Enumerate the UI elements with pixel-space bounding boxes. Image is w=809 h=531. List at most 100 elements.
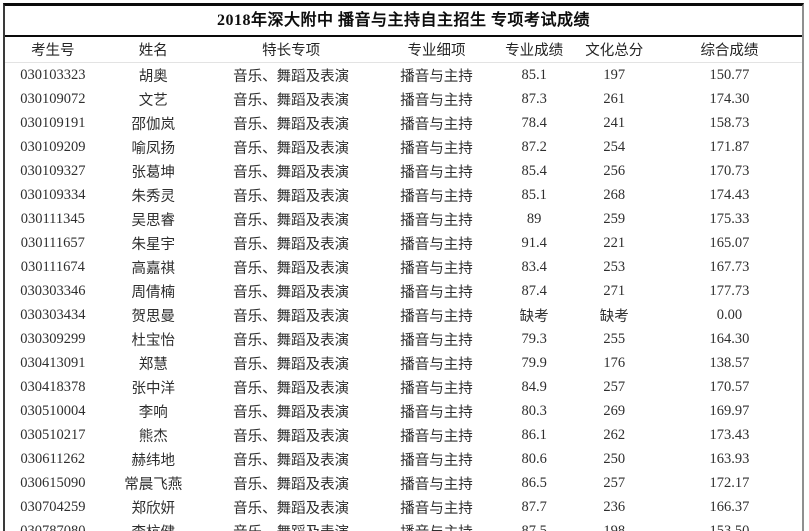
table-cell: 175.33 [709, 210, 750, 227]
table-cell: 87.2 [521, 138, 547, 155]
table-cell: 李杭健 [101, 519, 206, 531]
table-cell: 音乐、舞蹈及表演 [233, 452, 350, 469]
table-cell: 165.07 [709, 234, 750, 251]
table-cell: 169.97 [709, 402, 750, 419]
table-cell: 85.1 [521, 66, 547, 83]
table-row: 030111657 朱星宇 音乐、舞蹈及表演 播音与主持 91.4 221 165.07 [5, 231, 802, 255]
table-cell: 音乐、舞蹈及表演 [233, 92, 350, 109]
table-cell: 030109191 [20, 114, 86, 131]
table-cell: 播音与主持 [400, 212, 473, 229]
table-row: 030309299 杜宝怡 音乐、舞蹈及表演 播音与主持 79.3 255 164.30 [5, 327, 802, 351]
results-table: 考生号 姓名 特长专项 专业细项 专业成绩 文化总分 综合成绩 03010332… [5, 37, 802, 531]
table-row: 030418378 张中洋 音乐、舞蹈及表演 播音与主持 84.9 257 170.57 [5, 375, 802, 399]
table-cell: 音乐、舞蹈及表演 [233, 308, 350, 325]
table-cell: 缺考 [519, 308, 549, 325]
table-cell: 158.73 [709, 114, 750, 131]
table-row: 030109209 喻凤扬 音乐、舞蹈及表演 播音与主持 87.2 254 171.87 [5, 135, 802, 159]
table-cell: 音乐、舞蹈及表演 [233, 284, 350, 301]
column-header-professional-score: 专业成绩 [496, 37, 572, 63]
table-cell: 朱星宇 [131, 236, 175, 253]
table-cell: 79.3 [521, 330, 547, 347]
table-cell: 269 [603, 402, 626, 419]
table-cell: 朱秀灵 [131, 188, 175, 205]
table-cell: 播音与主持 [400, 356, 473, 373]
table-cell: 郑欣妍 [131, 500, 175, 517]
table-cell: 张中洋 [131, 380, 175, 397]
table-cell: 197 [603, 66, 626, 83]
table-cell: 78.4 [521, 114, 547, 131]
table-cell: 150.77 [709, 66, 750, 83]
table-cell: 音乐、舞蹈及表演 [233, 428, 350, 445]
table-cell: 杜宝怡 [131, 332, 175, 349]
table-body: 030103323 胡奥 音乐、舞蹈及表演 播音与主持 85.1 197 150.77 030… [5, 63, 802, 531]
table-cell: 254 [603, 138, 626, 155]
table-cell: 257 [603, 474, 626, 491]
table-cell: 音乐、舞蹈及表演 [233, 236, 350, 253]
table-cell: 播音与主持 [376, 519, 496, 531]
table-cell: 138.57 [709, 354, 750, 371]
table-cell: 030611262 [20, 450, 86, 467]
table-cell: 张葛坤 [131, 164, 175, 181]
page-title: 2018年深大附中 播音与主持自主招生 专项考试成绩 [5, 6, 802, 37]
table-cell: 030109327 [20, 162, 86, 179]
table-cell: 播音与主持 [400, 116, 473, 133]
table-cell: 音乐、舞蹈及表演 [233, 68, 350, 85]
table-cell: 87.4 [521, 282, 547, 299]
table-cell: 236 [603, 498, 626, 515]
table-cell: 熊杰 [138, 428, 168, 445]
table-cell: 030787080 [20, 522, 86, 531]
table-cell: 音乐、舞蹈及表演 [206, 519, 377, 531]
table-cell: 030413091 [20, 354, 86, 371]
column-header-candidate-id: 考生号 [5, 37, 101, 63]
table-cell: 259 [603, 210, 626, 227]
table-cell: 030615090 [20, 474, 86, 491]
table-cell: 030109334 [20, 186, 86, 203]
table-cell: 86.1 [521, 426, 547, 443]
table-cell: 郑慧 [138, 356, 168, 373]
table-row: 030111674 高嘉祺 音乐、舞蹈及表演 播音与主持 83.4 253 167.73 [5, 255, 802, 279]
table-cell: 85.1 [521, 186, 547, 203]
table-cell: 音乐、舞蹈及表演 [233, 116, 350, 133]
table-cell: 胡奥 [138, 68, 168, 85]
table-cell: 221 [603, 234, 626, 251]
table-cell: 赫纬地 [131, 452, 175, 469]
table-cell: 缺考 [599, 308, 629, 325]
table-cell: 79.9 [521, 354, 547, 371]
table-cell: 音乐、舞蹈及表演 [233, 140, 350, 157]
table-cell: 播音与主持 [400, 308, 473, 325]
table-cell: 音乐、舞蹈及表演 [233, 380, 350, 397]
table-cell: 030109209 [20, 138, 86, 155]
table-cell: 音乐、舞蹈及表演 [233, 260, 350, 277]
table-cell: 170.57 [709, 378, 750, 395]
table-cell: 85.4 [521, 162, 547, 179]
table-cell: 音乐、舞蹈及表演 [233, 212, 350, 229]
table-cell: 84.9 [521, 378, 547, 395]
table-cell: 173.43 [709, 426, 750, 443]
column-header-major-detail: 专业细项 [376, 37, 497, 63]
table-cell: 87.5 [521, 522, 547, 531]
table-row: 030510004 李响 音乐、舞蹈及表演 播音与主持 80.3 269 169.97 [5, 399, 802, 423]
table-cell: 030303434 [20, 306, 86, 323]
table-cell: 播音与主持 [400, 332, 473, 349]
table-cell: 邵伽岚 [131, 116, 175, 133]
table-cell: 播音与主持 [400, 380, 473, 397]
table-row: 030615090 常晨飞燕 音乐、舞蹈及表演 播音与主持 86.5 257 172.17 [5, 471, 802, 495]
table-cell: 吴思睿 [131, 212, 175, 229]
table-cell: 030303346 [20, 282, 86, 299]
table-row: 030109191 邵伽岚 音乐、舞蹈及表演 播音与主持 78.4 241 158.73 [5, 111, 802, 135]
table-row: 030303434 贺思曼 音乐、舞蹈及表演 播音与主持 缺考 缺考 0.00 [5, 303, 802, 327]
table-cell: 80.3 [521, 402, 547, 419]
table-cell: 253 [603, 258, 626, 275]
table-cell: 91.4 [521, 234, 547, 251]
table-cell: 播音与主持 [400, 452, 473, 469]
table-row: 030103323 胡奥 音乐、舞蹈及表演 播音与主持 85.1 197 150.77 [5, 63, 802, 88]
table-cell: 172.17 [709, 474, 750, 491]
table-cell: 80.6 [521, 450, 547, 467]
table-cell: 030109072 [20, 90, 86, 107]
table-cell: 030111345 [20, 210, 85, 227]
table-cell: 030510217 [20, 426, 86, 443]
table-cell: 176 [603, 354, 626, 371]
table-cell: 153.50 [709, 522, 750, 531]
table-cell: 170.73 [709, 162, 750, 179]
